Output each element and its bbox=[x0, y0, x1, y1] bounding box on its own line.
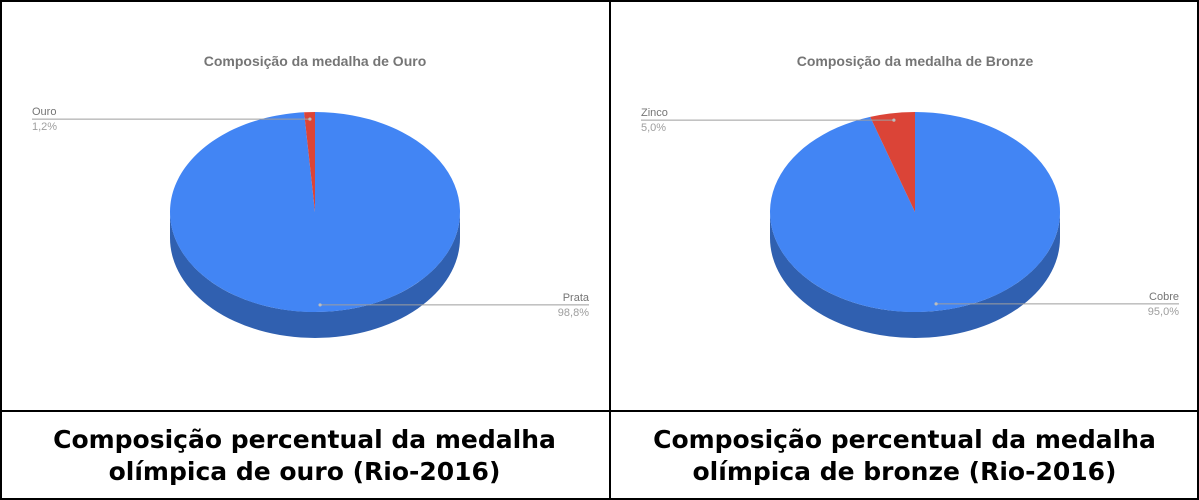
slice bbox=[170, 112, 461, 313]
slice-label: Ouro bbox=[32, 106, 56, 118]
cell-border bbox=[609, 2, 611, 498]
slice-value: 1,2% bbox=[32, 121, 57, 133]
slice-label: Zinco bbox=[641, 107, 668, 119]
slice bbox=[769, 112, 1060, 312]
chart: Composição da medalha de Ouro Prata 98,8% O… bbox=[32, 53, 590, 338]
slice-side bbox=[770, 212, 1060, 338]
slice bbox=[304, 112, 315, 212]
leader-dot bbox=[934, 302, 938, 306]
leader-dot bbox=[308, 117, 312, 121]
leader-dot bbox=[892, 118, 896, 122]
caption: Composição percentual da medalha olímpic… bbox=[653, 425, 1156, 486]
slice-value: 5,0% bbox=[641, 122, 666, 134]
cell-border bbox=[2, 410, 1197, 412]
slice-label: Prata bbox=[563, 292, 590, 304]
slice-value: 98,8% bbox=[558, 307, 589, 319]
chart: Composição da medalha de Bronze Cobre 95,0… bbox=[641, 53, 1179, 338]
chart-title: Composição da medalha de Ouro bbox=[204, 53, 427, 69]
leader-dot bbox=[318, 303, 322, 307]
chart-title: Composição da medalha de Bronze bbox=[797, 53, 1034, 69]
slice-side bbox=[170, 212, 460, 338]
slice-label: Cobre bbox=[1149, 291, 1179, 303]
slice-value: 95,0% bbox=[1148, 306, 1179, 318]
slice bbox=[870, 112, 915, 212]
caption: Composição percentual da medalha olímpic… bbox=[53, 425, 556, 486]
